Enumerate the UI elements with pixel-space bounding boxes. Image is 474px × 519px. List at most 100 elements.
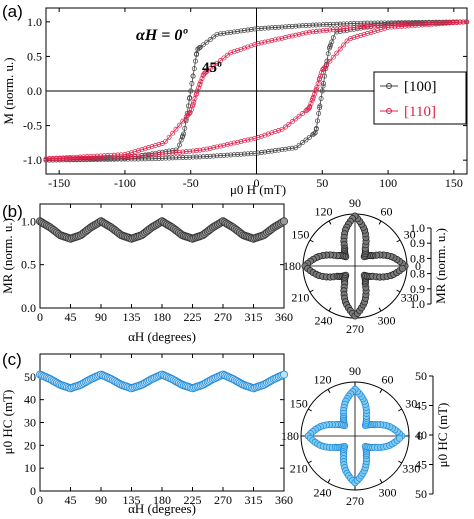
- data-point: [125, 154, 131, 159]
- data-point: [259, 40, 264, 46]
- data-point: [149, 156, 155, 162]
- data-point: [289, 33, 295, 39]
- x-tick-label: 270: [214, 493, 232, 507]
- data-point: [443, 20, 449, 26]
- polar-angle-label: 30: [404, 228, 416, 242]
- data-point: [269, 148, 275, 154]
- polar-angle-tick: [328, 307, 332, 312]
- polar-angle-tick: [396, 289, 401, 293]
- data-point: [347, 36, 353, 42]
- data-point: [238, 139, 244, 144]
- data-point: [218, 143, 223, 149]
- polar-angle-label: 0: [417, 429, 423, 443]
- data-point: [286, 24, 292, 30]
- data-point: [259, 133, 264, 139]
- data-point: [163, 138, 169, 144]
- data-point: [166, 155, 172, 161]
- data-point: [238, 28, 244, 34]
- data-point: [173, 126, 179, 132]
- polar-angle-label: 180: [281, 429, 299, 443]
- plot-c-y-label: μ0 HC (mT): [0, 390, 15, 455]
- data-point: [105, 155, 111, 161]
- data-point: [457, 19, 463, 25]
- data-point: [269, 38, 275, 44]
- data-point: [395, 24, 401, 30]
- data-point: [304, 107, 310, 113]
- data-point: [259, 25, 264, 31]
- annotation-45-deg: 45º: [202, 60, 222, 76]
- panel-label-a: (a): [2, 2, 23, 21]
- data-point: [300, 23, 305, 29]
- radial-tick-label: 1.0: [410, 297, 425, 311]
- data-point: [259, 150, 264, 155]
- data-point: [70, 155, 76, 161]
- data-point: [334, 26, 340, 32]
- data-point: [320, 83, 326, 89]
- polar-data-point: [395, 434, 404, 442]
- data-point: [326, 45, 332, 51]
- data-point: [276, 24, 282, 30]
- data-point: [163, 151, 169, 157]
- data-point: [312, 130, 318, 136]
- data-point: [94, 155, 100, 161]
- data-point: [60, 156, 66, 162]
- data-point: [419, 22, 425, 28]
- polar-angle-label: 150: [291, 228, 309, 242]
- polar-angle-label: 60: [381, 204, 393, 218]
- plot-b-points: [36, 217, 288, 243]
- data-point: [320, 28, 326, 34]
- x-tick-label: -50: [183, 176, 199, 190]
- y-tick-label: -1.0: [23, 153, 42, 167]
- data-point: [262, 39, 268, 45]
- data-point: [330, 35, 336, 41]
- polar-angle-tick: [396, 239, 401, 243]
- data-point: [115, 154, 121, 160]
- data-point: [179, 134, 185, 140]
- data-point: [361, 24, 367, 30]
- data-point: [306, 134, 312, 140]
- radial-tick-label: 0.8: [410, 251, 425, 265]
- data-point: [378, 23, 384, 29]
- polar-angle-tick: [309, 289, 314, 293]
- y-tick-label: 1.0: [27, 15, 42, 29]
- data-point: [385, 24, 391, 30]
- data-point: [187, 109, 193, 115]
- x-tick-label: 90: [95, 310, 107, 324]
- data-point: [272, 25, 278, 30]
- data-point: [262, 149, 268, 155]
- data-point: [245, 27, 251, 33]
- y-tick-label: -0.5: [23, 119, 42, 133]
- data-point: [276, 36, 282, 42]
- data-point: [183, 149, 189, 155]
- data-point: [344, 25, 350, 31]
- data-point: [368, 20, 374, 26]
- data-point: [272, 148, 278, 154]
- data-point: [149, 152, 155, 158]
- data-point: [406, 23, 412, 29]
- polar-angle-label: 270: [346, 494, 364, 508]
- data-point: [214, 144, 220, 150]
- data-point: [200, 147, 206, 153]
- data-point: [50, 156, 56, 162]
- data-point: [235, 28, 241, 34]
- data-point: [293, 116, 299, 122]
- data-point: [146, 156, 152, 162]
- data-point: [307, 104, 313, 110]
- data-point: [199, 76, 205, 81]
- data-point: [235, 152, 241, 157]
- polar-angle-label: 90: [349, 364, 361, 378]
- x-tick-label: 50: [316, 176, 328, 190]
- data-point: [135, 156, 141, 162]
- radial-tick-label: 0.9: [410, 236, 425, 250]
- data-point: [412, 22, 418, 28]
- data-point: [351, 35, 357, 41]
- polar-angle-label: 330: [401, 291, 419, 305]
- data-point: [375, 27, 381, 33]
- data-point: [170, 130, 176, 136]
- data-point: [221, 30, 227, 36]
- plot-a-x-ticks: -150 -100 -50 0 50 100 150: [48, 8, 463, 190]
- plot-a-x-label: μ0 H (mT): [230, 182, 286, 197]
- annotation-alpha-0: αH = 0º: [136, 27, 188, 44]
- data-point: [365, 31, 370, 36]
- data-point: [296, 113, 302, 119]
